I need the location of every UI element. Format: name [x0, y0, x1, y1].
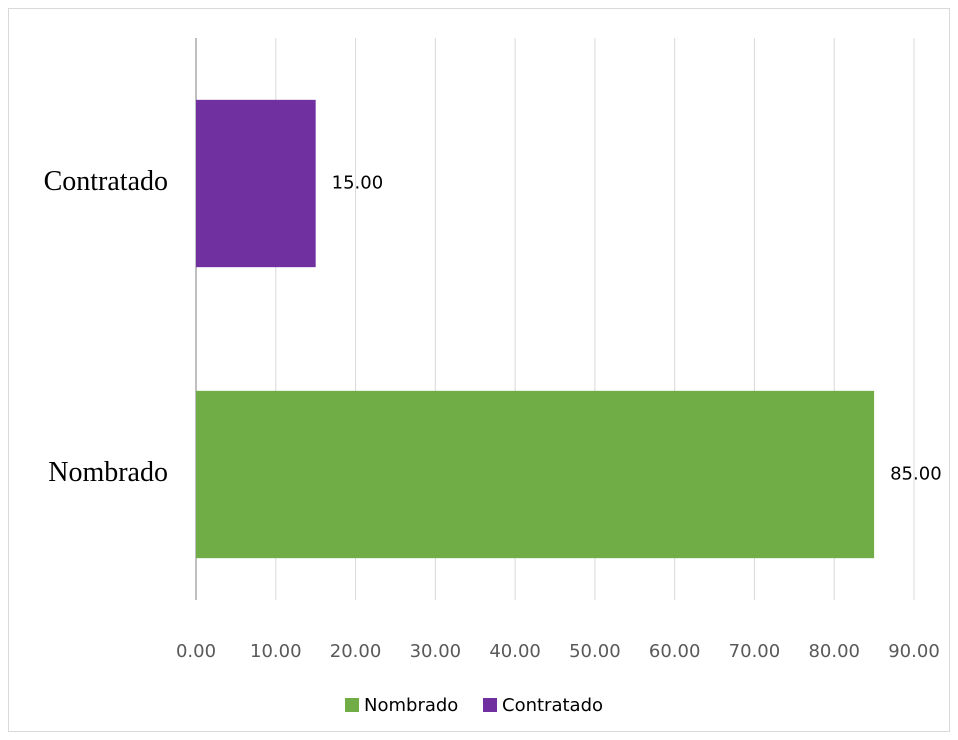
legend-label: Contratado — [502, 695, 603, 716]
x-tick-label: 40.00 — [489, 641, 541, 662]
x-tick-label: 0.00 — [176, 641, 216, 662]
legend-swatch — [483, 698, 497, 712]
y-tick-label: Contratado — [44, 166, 168, 197]
x-tick-label: 20.00 — [330, 641, 382, 662]
legend-label: Nombrado — [364, 695, 458, 716]
x-tick-label: 60.00 — [649, 641, 701, 662]
data-label: 85.00 — [890, 464, 942, 485]
x-tick-label: 10.00 — [250, 641, 302, 662]
data-label: 15.00 — [332, 173, 384, 194]
y-tick-label: Nombrado — [48, 457, 168, 488]
x-tick-label: 90.00 — [888, 641, 940, 662]
x-tick-label: 30.00 — [410, 641, 462, 662]
x-tick-label: 50.00 — [569, 641, 621, 662]
x-tick-label: 70.00 — [729, 641, 781, 662]
x-tick-label: 80.00 — [808, 641, 860, 662]
chart-border — [8, 8, 950, 732]
bar — [196, 99, 316, 268]
legend-swatch — [345, 698, 359, 712]
bar — [196, 390, 875, 559]
